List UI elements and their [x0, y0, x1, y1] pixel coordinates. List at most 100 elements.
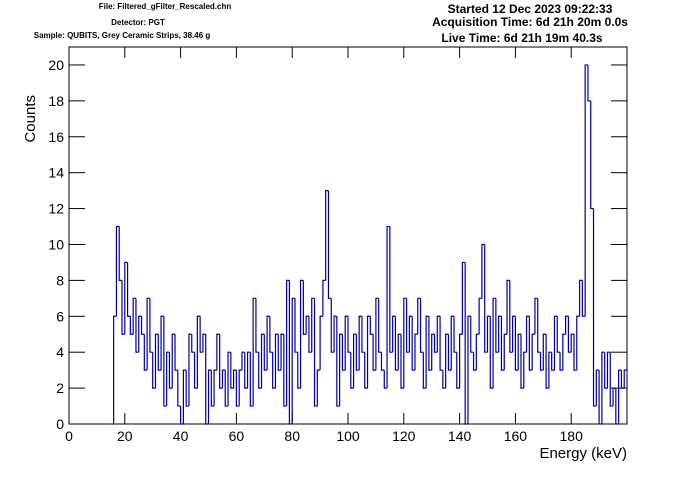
histogram-bin: [383, 370, 388, 389]
histogram-bin: [249, 352, 254, 407]
histogram-bin: [615, 388, 619, 425]
y-tick-label: 8: [56, 272, 64, 288]
histogram-bin: [562, 333, 566, 371]
x-axis-label: Energy (keV): [539, 445, 627, 462]
histogram-bin: [486, 315, 491, 353]
histogram-bin: [160, 315, 164, 371]
histogram-bin: [138, 315, 142, 353]
x-tick-label: 0: [65, 428, 73, 444]
histogram-bin: [174, 334, 178, 371]
histogram-bin: [313, 298, 318, 407]
histogram-bin: [149, 298, 153, 353]
histogram-bin: [606, 351, 611, 389]
x-tick-label: 140: [448, 428, 472, 444]
histogram-bin: [235, 370, 240, 407]
histogram-bin: [439, 316, 443, 371]
histogram-bin: [601, 351, 605, 424]
histogram-bin: [414, 333, 418, 371]
y-tick-label: 18: [48, 93, 64, 109]
histogram-bin: [288, 280, 293, 425]
histogram-bin: [146, 297, 150, 371]
histogram-bin: [286, 279, 290, 407]
histogram-bin: [372, 334, 376, 371]
histogram-bin: [517, 333, 521, 371]
histogram-bin: [230, 352, 234, 389]
histogram-bin: [394, 316, 399, 371]
histogram-bin: [612, 387, 616, 407]
histogram-bin: [238, 369, 242, 407]
histogram-bin: [581, 280, 586, 317]
histogram-bin: [163, 316, 167, 407]
y-tick-label: 20: [48, 57, 64, 73]
histogram-bin: [481, 243, 485, 299]
histogram-bin: [132, 297, 136, 335]
histogram-bin: [302, 280, 307, 335]
histogram-bin: [442, 370, 446, 389]
histogram-bin: [252, 297, 256, 407]
histogram-bin: [389, 226, 393, 353]
histogram-bin: [199, 316, 203, 353]
histogram-bin: [182, 369, 187, 424]
histogram-bin: [464, 262, 468, 425]
x-tick-label: 20: [117, 428, 133, 444]
histogram-bin: [255, 298, 259, 353]
histogram-bin: [459, 333, 463, 389]
histogram-bin: [604, 352, 608, 389]
histogram-bin: [143, 334, 148, 371]
histogram-bin: [311, 297, 315, 353]
histogram-bin: [397, 333, 402, 371]
histogram-bin: [191, 334, 195, 353]
histogram-bin: [322, 279, 326, 317]
histogram-bin: [422, 352, 427, 389]
histogram-bin: [140, 316, 145, 335]
histogram-bin: [620, 370, 625, 389]
histogram-bin: [484, 244, 488, 353]
histogram-bin: [113, 315, 117, 424]
histogram-bin: [542, 333, 547, 371]
histogram-bin: [428, 316, 432, 371]
histogram-bin: [531, 333, 535, 371]
histogram-bin: [210, 370, 215, 407]
y-tick-label: 14: [48, 165, 64, 181]
histogram-bin: [553, 315, 558, 371]
histogram-bin: [595, 369, 600, 407]
header-file: File: Filtered_gFilter_Rescaled.chn: [99, 2, 232, 11]
y-tick-label: 12: [48, 201, 64, 217]
histogram-bin: [185, 370, 189, 407]
histogram-bin: [168, 352, 173, 389]
y-tick-label: 16: [48, 129, 64, 145]
histogram-bin: [433, 334, 438, 353]
histogram-bin: [470, 316, 474, 353]
histogram-bin: [450, 315, 455, 371]
histogram-bin: [478, 297, 482, 335]
histogram-bin: [216, 333, 220, 371]
histogram-bin: [512, 315, 516, 353]
histogram-bin: [366, 315, 371, 389]
histogram-bin: [386, 225, 390, 389]
histogram-bin: [263, 334, 268, 371]
histogram-bin: [461, 261, 466, 335]
histogram-bin: [590, 100, 594, 210]
histogram-bin: [520, 334, 524, 389]
histogram-bin: [570, 333, 574, 353]
histogram-bin: [274, 333, 279, 389]
histogram-bin: [207, 369, 212, 424]
header-started: Started 12 Dec 2023 09:22:33: [448, 2, 613, 16]
histogram-bin: [456, 352, 460, 389]
histogram-bin: [180, 406, 184, 425]
histogram-bin: [545, 334, 549, 389]
histogram-bin: [467, 315, 471, 424]
histogram-bin: [514, 316, 519, 371]
histogram-bin: [291, 297, 295, 424]
histogram-bin: [576, 315, 580, 371]
histogram-bin: [233, 369, 237, 389]
y-tick-label: 2: [56, 380, 64, 396]
histogram-bin: [400, 334, 404, 389]
histogram-bin: [361, 316, 365, 353]
histogram-bin: [436, 315, 441, 353]
histogram-bin: [269, 316, 273, 353]
histogram-bin: [319, 315, 323, 371]
histogram-bin: [341, 334, 346, 371]
